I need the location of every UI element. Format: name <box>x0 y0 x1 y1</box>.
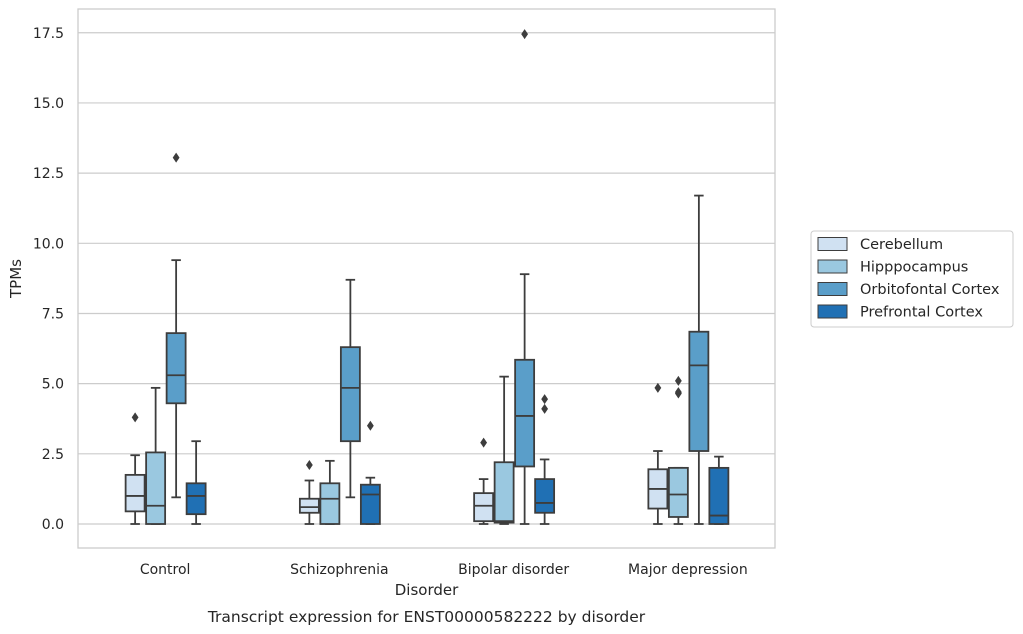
outlier-point <box>172 152 180 163</box>
outlier-point <box>654 382 662 393</box>
legend-label: Prefrontal Cortex <box>860 305 983 321</box>
legend: Cerebellum Hipppocampus Orbitofontal Corte… <box>810 230 1014 328</box>
legend-swatch <box>817 304 848 319</box>
x-tick-label: Schizophrenia <box>290 562 388 578</box>
legend-frame <box>810 230 1014 328</box>
legend-label: Cerebellum <box>860 237 943 253</box>
iqr-box <box>359 483 381 525</box>
outlier-point <box>131 412 139 423</box>
box-2-3 <box>688 194 710 525</box>
legend-label: Orbitofontal Cortex <box>860 282 1000 298</box>
legend-swatch <box>817 237 848 251</box>
outlier-point <box>480 437 488 448</box>
iqr-box <box>165 332 187 405</box>
box-0-1 <box>298 460 320 525</box>
outlier-point <box>674 388 682 399</box>
y-tick-label: 0.0 <box>42 517 64 533</box>
legend-swatch <box>817 259 848 274</box>
y-tick-label: 15.0 <box>33 96 64 112</box>
box-0-3 <box>647 382 669 525</box>
iqr-box <box>667 466 689 518</box>
box-1-3 <box>667 375 689 525</box>
box-2-0 <box>165 152 187 499</box>
legend-label: Hipppocampus <box>860 260 968 276</box>
iqr-box <box>298 497 320 514</box>
outlier-point <box>366 420 374 431</box>
iqr-box <box>688 330 710 452</box>
box-0-2 <box>473 437 495 525</box>
iqr-box <box>708 466 730 525</box>
y-tick-label: 10.0 <box>33 236 64 252</box>
iqr-box <box>145 451 167 525</box>
box-3-0 <box>185 440 207 525</box>
iqr-box <box>514 358 536 468</box>
gridlines <box>78 32 775 525</box>
outlier-point <box>521 29 529 40</box>
y-tick-label: 17.5 <box>33 26 64 42</box>
y-tick-label: 12.5 <box>33 166 64 182</box>
box-0-0 <box>124 412 146 525</box>
box-1-1 <box>319 459 341 525</box>
outlier-point <box>305 460 313 471</box>
outlier-point <box>674 375 682 386</box>
box-1-0 <box>145 386 167 525</box>
iqr-box <box>493 461 515 524</box>
box-3-3 <box>708 455 730 525</box>
chart-caption: Transcript expression for ENST0000058222… <box>207 608 646 626</box>
outlier-point <box>541 403 549 414</box>
iqr-box <box>339 346 361 443</box>
iqr-box <box>534 478 556 514</box>
box-2-1 <box>339 278 361 499</box>
iqr-box <box>185 482 207 516</box>
iqr-box <box>473 492 495 523</box>
box-3-2 <box>534 394 556 525</box>
y-axis-title: TPMs <box>7 259 25 299</box>
y-tick-label: 7.5 <box>42 306 64 322</box>
plot-area-frame <box>77 8 776 549</box>
x-axis-title: Disorder <box>395 581 459 599</box>
legend-swatch <box>817 282 848 296</box>
x-tick-label: Bipolar disorder <box>458 562 569 578</box>
box-1-2 <box>493 375 515 525</box>
x-tick-label: Control <box>140 562 191 578</box>
y-tick-label: 2.5 <box>42 447 64 463</box>
iqr-box <box>124 473 146 513</box>
iqr-box <box>319 482 341 525</box>
x-tick-label: Major depression <box>628 562 748 578</box>
box-plot-boxes <box>124 29 730 525</box>
box-3-1 <box>359 420 381 525</box>
box-2-2 <box>514 29 536 525</box>
outlier-point <box>541 394 549 405</box>
x-tick-labels: Control Schizophrenia Bipolar disorder Majo… <box>140 562 748 578</box>
y-tick-labels: 0.0 2.5 5.0 7.5 10.0 12.5 15.0 17.5 <box>33 26 64 533</box>
y-tick-label: 5.0 <box>42 377 64 393</box>
